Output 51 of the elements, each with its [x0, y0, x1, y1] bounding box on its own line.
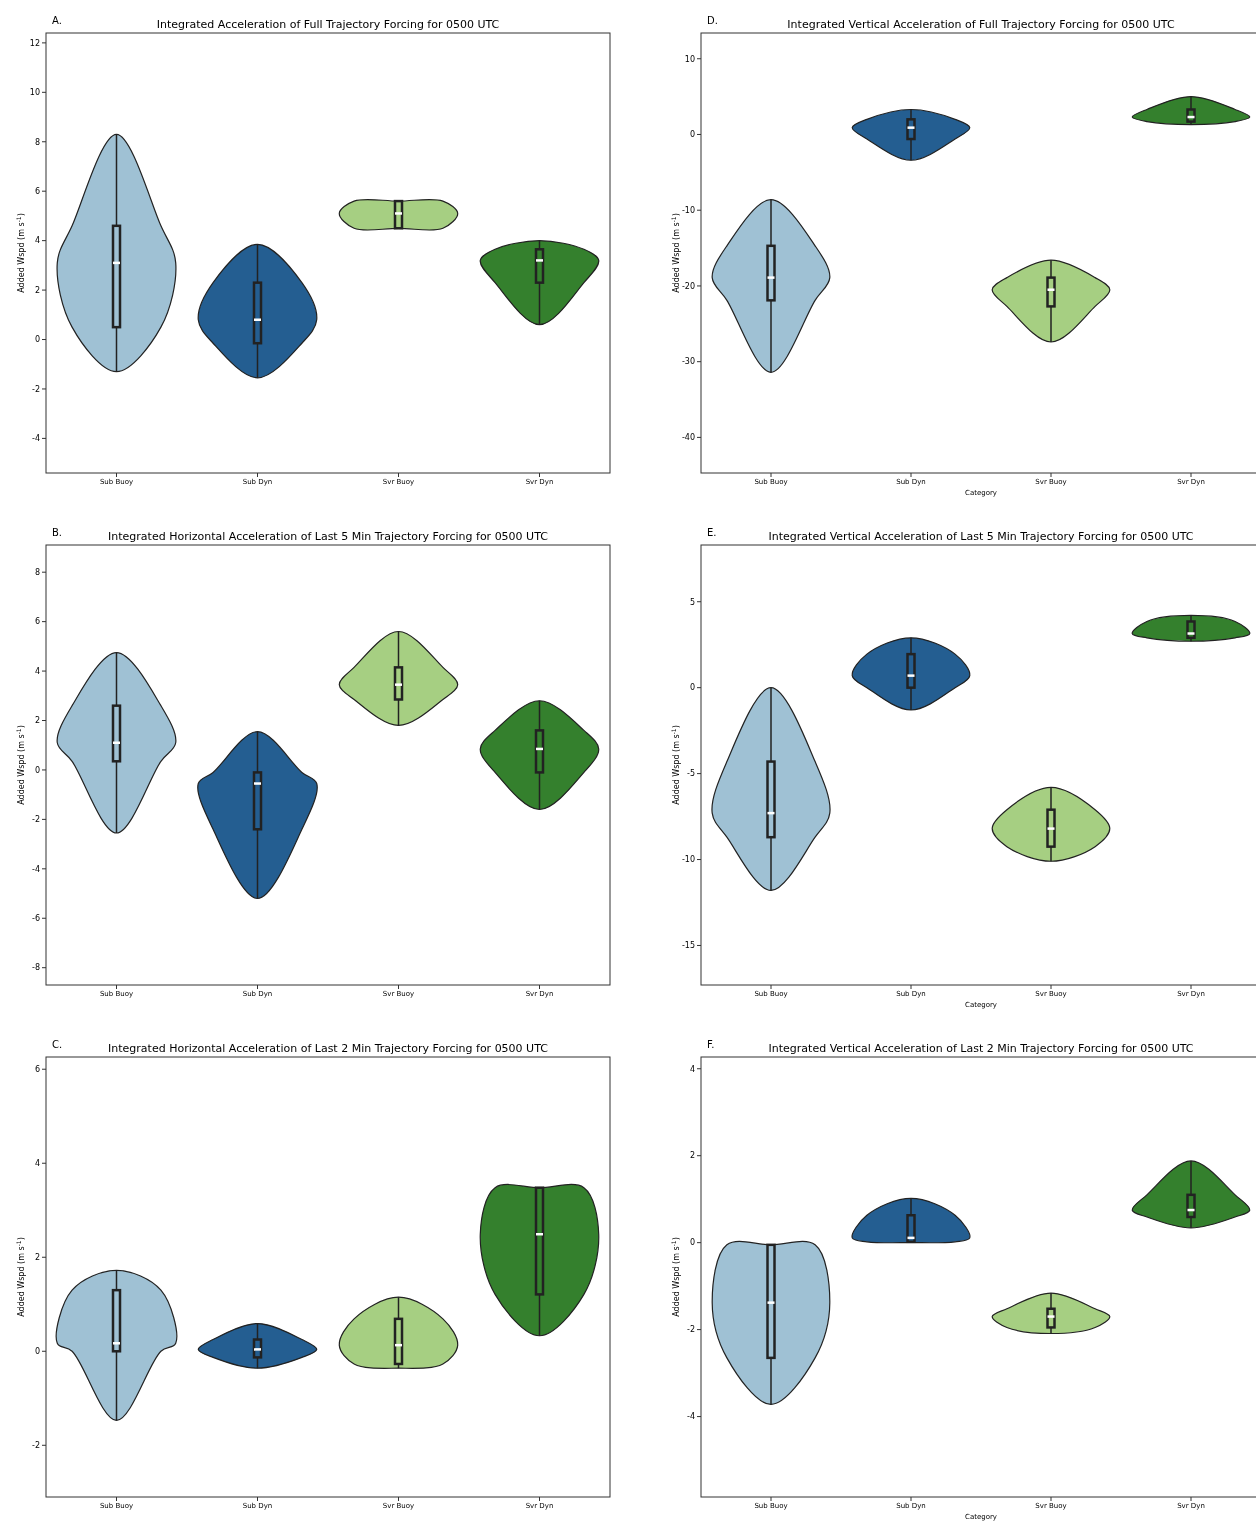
y-tick-label: 2	[34, 285, 40, 295]
chart-title: Integrated Vertical Acceleration of Last 2 Min Trajectory Forcing for 0500 UTC	[768, 1042, 1194, 1055]
y-tick-label: 5	[689, 597, 695, 607]
y-tick-label: 2	[34, 1253, 40, 1263]
y-tick-label: -15	[681, 941, 695, 951]
y-tick-label: -10	[681, 206, 695, 216]
y-tick-label: -4	[687, 1412, 695, 1422]
y-tick-label: 8	[34, 567, 40, 577]
text: C.	[52, 1039, 63, 1050]
y-tick-label: 6	[34, 187, 40, 196]
y-tick-label: -4	[32, 434, 40, 444]
y-tick-label: 0	[34, 335, 40, 345]
y-tick-label: 10	[684, 54, 695, 64]
y-tick-label: -2	[32, 815, 40, 825]
y-tick-label: 4	[689, 1064, 695, 1074]
chart-title: Integrated Vertical Acceleration of Full Trajectory Forcing for 0500 UTC	[787, 18, 1175, 31]
y-tick-label: 2	[689, 1151, 695, 1161]
chart-title: Integrated Horizontal Acceleration of Last 5 Min Trajectory Forcing for 0500 UTC	[108, 530, 549, 543]
y-tick-label: -2	[32, 384, 40, 394]
y-tick-label: -30	[681, 357, 695, 367]
y-tick-label: -4	[32, 864, 40, 874]
chart-title: Integrated Vertical Acceleration of Last 5 Min Trajectory Forcing for 0500 UTC	[768, 530, 1194, 543]
y-tick-label: -40	[681, 433, 695, 443]
y-tick-label: -10	[681, 855, 695, 865]
y-tick-label: 6	[34, 1065, 40, 1075]
chart-title: Integrated Horizontal Acceleration of Last 2 Min Trajectory Forcing for 0500 UTC	[108, 1042, 549, 1055]
y-tick-label: -8	[32, 963, 40, 973]
text: F.	[707, 1039, 715, 1050]
text: A.	[52, 15, 62, 26]
text: B.	[52, 527, 63, 538]
y-tick-label: 0	[34, 1347, 40, 1357]
y-tick-label: 4	[34, 1159, 40, 1169]
chart-title: Integrated Acceleration of Full Trajectory Forcing for 0500 UTC	[156, 18, 500, 31]
text: E.	[707, 527, 717, 538]
text: D.	[707, 15, 718, 26]
y-tick-label: 0	[689, 683, 695, 693]
y-tick-label: 10	[29, 88, 40, 98]
y-tick-label: 0	[34, 765, 40, 775]
y-tick-label: 4	[34, 236, 40, 246]
y-tick-label: 0	[689, 1238, 695, 1248]
y-tick-label: -6	[32, 914, 40, 924]
y-tick-label: -20	[681, 281, 695, 291]
y-tick-label: -2	[32, 1441, 40, 1451]
y-tick-label: 2	[34, 716, 40, 726]
y-tick-label: 12	[29, 38, 40, 48]
y-tick-label: -2	[687, 1325, 695, 1335]
y-tick-label: 4	[34, 666, 40, 676]
y-tick-label: 8	[34, 137, 40, 147]
y-tick-label: 0	[689, 130, 695, 140]
y-tick-label: -5	[687, 769, 695, 779]
y-tick-label: 6	[34, 617, 40, 627]
